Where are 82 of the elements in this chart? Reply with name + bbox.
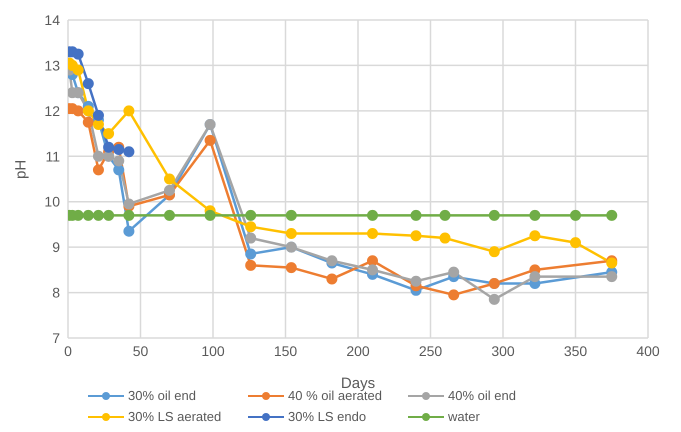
point bbox=[92, 164, 104, 176]
point bbox=[103, 142, 114, 153]
x-tick-label: 400 bbox=[636, 342, 660, 359]
point bbox=[326, 273, 338, 284]
point bbox=[529, 210, 540, 221]
y-tick-label: 7 bbox=[52, 330, 60, 346]
point bbox=[570, 210, 581, 221]
point bbox=[410, 230, 422, 242]
point bbox=[123, 105, 134, 116]
point bbox=[245, 260, 256, 271]
point bbox=[410, 276, 422, 287]
point bbox=[286, 228, 297, 240]
point bbox=[123, 226, 134, 237]
point bbox=[92, 150, 104, 162]
y-tick-label: 13 bbox=[44, 57, 60, 74]
point bbox=[123, 210, 134, 221]
point bbox=[82, 78, 94, 90]
point bbox=[606, 271, 618, 282]
x-tick-label: 300 bbox=[491, 342, 515, 359]
point bbox=[113, 155, 124, 166]
x-tick-label: 0 bbox=[64, 342, 72, 359]
y-tick-label: 9 bbox=[52, 239, 60, 256]
point bbox=[92, 118, 104, 130]
point bbox=[164, 184, 175, 196]
point bbox=[113, 164, 124, 176]
x-tick-label: 350 bbox=[564, 342, 588, 359]
x-tick-label: 250 bbox=[418, 342, 442, 359]
point bbox=[367, 264, 378, 276]
point bbox=[245, 221, 256, 232]
point bbox=[103, 210, 114, 221]
point bbox=[448, 266, 460, 278]
point bbox=[367, 255, 378, 266]
x-tick-label: 50 bbox=[132, 342, 148, 359]
point bbox=[245, 210, 256, 221]
point bbox=[92, 210, 104, 221]
point bbox=[440, 232, 450, 244]
point bbox=[529, 271, 540, 282]
point bbox=[72, 48, 84, 60]
x-tick-label: 200 bbox=[346, 342, 370, 359]
point bbox=[123, 146, 134, 158]
point bbox=[448, 289, 460, 300]
point bbox=[245, 232, 256, 244]
point bbox=[72, 105, 84, 116]
point bbox=[606, 210, 618, 221]
y-tick-label: 12 bbox=[44, 102, 60, 119]
point bbox=[204, 210, 216, 221]
legend-label: 30% LS endo bbox=[288, 409, 366, 424]
point bbox=[488, 246, 500, 258]
y-tick-label: 11 bbox=[45, 148, 60, 164]
point bbox=[92, 110, 104, 121]
y-tick-label: 10 bbox=[44, 194, 60, 210]
point bbox=[245, 248, 256, 260]
point bbox=[326, 255, 338, 266]
y-tick-label: 8 bbox=[52, 284, 60, 301]
legend-label: 40% oil end bbox=[448, 388, 516, 403]
point bbox=[570, 237, 581, 248]
point bbox=[164, 210, 175, 221]
legend-label: 30% oil end bbox=[128, 388, 196, 403]
point bbox=[488, 294, 500, 305]
point bbox=[529, 230, 540, 242]
legend-label: 30% LS aerated bbox=[128, 409, 222, 424]
point bbox=[286, 262, 297, 274]
point bbox=[286, 210, 297, 221]
point bbox=[367, 228, 378, 240]
y-axis-title: pH bbox=[12, 160, 30, 179]
x-tick-label: 100 bbox=[201, 342, 225, 359]
point bbox=[367, 210, 378, 221]
point bbox=[103, 128, 114, 140]
point bbox=[82, 116, 94, 128]
x-tick-label: 150 bbox=[274, 342, 298, 359]
point bbox=[72, 64, 84, 76]
y-tick-label: 14 bbox=[44, 12, 60, 28]
legend-label: water bbox=[448, 409, 480, 424]
point bbox=[82, 210, 94, 221]
x-axis-title: Days bbox=[340, 375, 376, 392]
point bbox=[123, 198, 134, 210]
point bbox=[164, 174, 175, 184]
point bbox=[440, 210, 450, 221]
point bbox=[606, 258, 618, 269]
point bbox=[410, 210, 422, 221]
point bbox=[488, 210, 500, 221]
point bbox=[204, 134, 216, 146]
